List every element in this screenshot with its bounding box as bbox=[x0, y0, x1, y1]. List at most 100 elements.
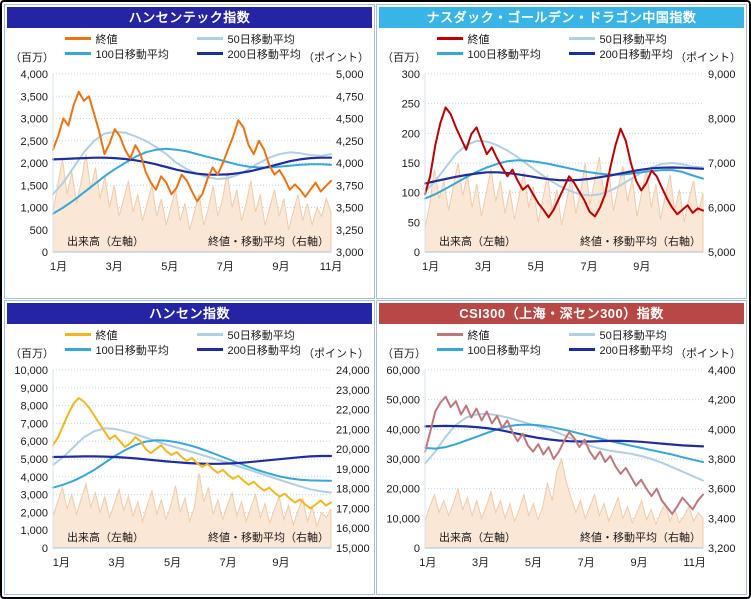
x-axis-tick: 9月 bbox=[272, 261, 289, 273]
chart-canvas: 300 250 200 150 100 50 0 9,000 8,000 7,000 6,000 5,… bbox=[402, 69, 736, 273]
left-axis-tick: 300 bbox=[402, 69, 420, 81]
ma50-line-swatch bbox=[568, 37, 595, 40]
right-axis-tick: 4,200 bbox=[708, 395, 736, 407]
left-axis-tick: 0 bbox=[414, 247, 420, 259]
chart-canvas: 10,000 9,000 8,000 7,000 6,000 5,000 4,000 3,00… bbox=[14, 365, 369, 569]
close-line bbox=[52, 90, 332, 203]
volume-annotation: 出来高（左軸） bbox=[67, 530, 144, 544]
right-axis-tick: 19,000 bbox=[336, 464, 370, 476]
panel-nasdaq-golden-dragon-china-index: ナスダック・ゴールデン・ドラゴン中国指数 終値 50日移動平均 100日移動平均… bbox=[376, 4, 747, 299]
x-axis-tick: 1月 bbox=[422, 261, 439, 273]
legend-row: 100日移動平均 200日移動平均 bbox=[377, 342, 746, 357]
x-axis-tick: 7月 bbox=[578, 557, 595, 569]
legend-item-ma200: 200日移動平均 bbox=[196, 342, 315, 358]
ma200-line-swatch bbox=[196, 348, 223, 351]
left-axis-tick: 10,000 bbox=[14, 365, 48, 377]
right-axis-unit: （ポイント） bbox=[303, 348, 369, 360]
ma100-line bbox=[52, 439, 332, 489]
price-annotation: 終値・移動平均（右軸） bbox=[580, 530, 701, 544]
chart-title: CSI300（上海・深セン300）指数 bbox=[379, 303, 744, 324]
x-axis-tick: 9月 bbox=[633, 261, 650, 273]
left-axis-tick: 1,500 bbox=[20, 180, 48, 192]
left-axis-tick: 1,000 bbox=[20, 203, 48, 215]
volume-area bbox=[424, 457, 704, 549]
left-axis-tick: 4,000 bbox=[20, 472, 48, 484]
x-axis-tick: 3月 bbox=[475, 261, 492, 273]
left-axis-unit: （百万） bbox=[10, 52, 54, 64]
legend-row: 100日移動平均 200日移動平均 bbox=[377, 46, 746, 61]
axis-labels: 10,000 9,000 8,000 7,000 6,000 5,000 4,000 3,00… bbox=[14, 365, 369, 569]
legend-item-close: 終値 bbox=[436, 31, 555, 47]
chart-title: ハンセン指数 bbox=[7, 303, 372, 324]
right-axis-tick: 20,000 bbox=[336, 444, 370, 456]
close-line-swatch bbox=[436, 37, 463, 40]
right-axis-tick: 15,000 bbox=[336, 543, 370, 555]
left-axis-tick: 1,000 bbox=[20, 525, 48, 537]
close-line-swatch bbox=[64, 37, 91, 40]
legend-row: 終値 50日移動平均 bbox=[5, 327, 374, 342]
x-axis-tick: 11月 bbox=[320, 261, 342, 273]
price-annotation: 終値・移動平均（右軸） bbox=[208, 234, 329, 248]
left-axis-tick: 4,000 bbox=[20, 69, 48, 81]
close-line bbox=[52, 397, 332, 510]
right-axis-tick: 3,600 bbox=[708, 484, 736, 496]
left-axis-unit: （百万） bbox=[382, 52, 426, 64]
legend-item-ma200: 200日移動平均 bbox=[196, 46, 315, 62]
x-axis-tick: 5月 bbox=[525, 557, 542, 569]
price-annotation: 終値・移動平均（右軸） bbox=[208, 530, 329, 544]
legend: 終値 50日移動平均 100日移動平均 200日移動平均 bbox=[377, 31, 746, 61]
right-axis-tick: 3,000 bbox=[336, 247, 364, 259]
x-axis-tick: 3月 bbox=[106, 261, 123, 273]
legend-label-ma200: 200日移動平均 bbox=[227, 344, 301, 357]
left-axis-tick: 50 bbox=[408, 217, 420, 229]
ma200-line-swatch bbox=[568, 52, 595, 55]
legend-item-ma200: 200日移動平均 bbox=[568, 342, 687, 358]
x-axis-tick: 11月 bbox=[683, 557, 705, 569]
ma200-line bbox=[51, 156, 333, 176]
right-axis-tick: 4,500 bbox=[336, 114, 364, 126]
left-axis-tick: 3,000 bbox=[20, 114, 48, 126]
close-line bbox=[424, 395, 704, 515]
right-axis-tick: 8,000 bbox=[708, 114, 736, 126]
left-axis-tick: 6,000 bbox=[20, 436, 48, 448]
x-axis-tick: 7月 bbox=[580, 261, 597, 273]
price-annotation: 終値・移動平均（右軸） bbox=[580, 234, 701, 248]
right-axis-tick: 3,250 bbox=[336, 225, 364, 237]
close-line-swatch bbox=[64, 333, 91, 336]
panel-hang-seng-tech-index: ハンセンテック指数 終値 50日移動平均 100日移動平均 200日移動平均 （… bbox=[4, 4, 375, 299]
legend: 終値 50日移動平均 100日移動平均 200日移動平均 bbox=[5, 327, 374, 357]
left-axis-tick: 2,000 bbox=[20, 158, 48, 170]
left-axis-unit: （百万） bbox=[10, 348, 54, 360]
left-axis-tick: 50,000 bbox=[386, 395, 420, 407]
right-axis-tick: 3,500 bbox=[336, 203, 364, 215]
right-axis-tick: 23,000 bbox=[336, 385, 370, 397]
legend: 終値 50日移動平均 100日移動平均 200日移動平均 bbox=[377, 327, 746, 357]
chart-canvas: 60,000 50,000 40,000 30,000 20,000 10,000 0 4,4… bbox=[386, 365, 736, 569]
legend-item-ma50: 50日移動平均 bbox=[196, 31, 315, 47]
right-axis-unit: （ポイント） bbox=[675, 348, 741, 360]
legend-row: 100日移動平均 200日移動平均 bbox=[5, 46, 374, 61]
right-axis-tick: 4,250 bbox=[336, 136, 364, 148]
legend-item-ma200: 200日移動平均 bbox=[568, 46, 687, 62]
right-axis-tick: 3,800 bbox=[708, 454, 736, 466]
legend-label-ma200: 200日移動平均 bbox=[599, 48, 673, 61]
ma50-line bbox=[52, 427, 332, 494]
chart-canvas: 4,000 3,500 3,000 2,500 2,000 1,500 1,000 500 0 5… bbox=[20, 69, 364, 273]
left-axis-tick: 500 bbox=[30, 225, 48, 237]
x-axis-tick: 9月 bbox=[272, 557, 289, 569]
ma100-line-swatch bbox=[64, 52, 91, 55]
legend-label-close: 終値 bbox=[467, 329, 490, 342]
legend-label-ma100: 100日移動平均 bbox=[467, 48, 541, 61]
left-axis-tick: 60,000 bbox=[386, 365, 420, 377]
right-axis-tick: 3,400 bbox=[708, 513, 736, 525]
volume-annotation: 出来高（左軸） bbox=[439, 530, 516, 544]
legend-row: 終値 50日移動平均 bbox=[5, 31, 374, 46]
right-axis-tick: 5,000 bbox=[708, 247, 736, 259]
legend-item-ma50: 50日移動平均 bbox=[568, 31, 687, 47]
right-axis-tick: 4,000 bbox=[708, 424, 736, 436]
right-axis-tick: 3,750 bbox=[336, 180, 364, 192]
legend-row: 終値 50日移動平均 bbox=[377, 327, 746, 342]
volume-area bbox=[52, 473, 332, 549]
legend-label-ma200: 200日移動平均 bbox=[227, 48, 301, 61]
